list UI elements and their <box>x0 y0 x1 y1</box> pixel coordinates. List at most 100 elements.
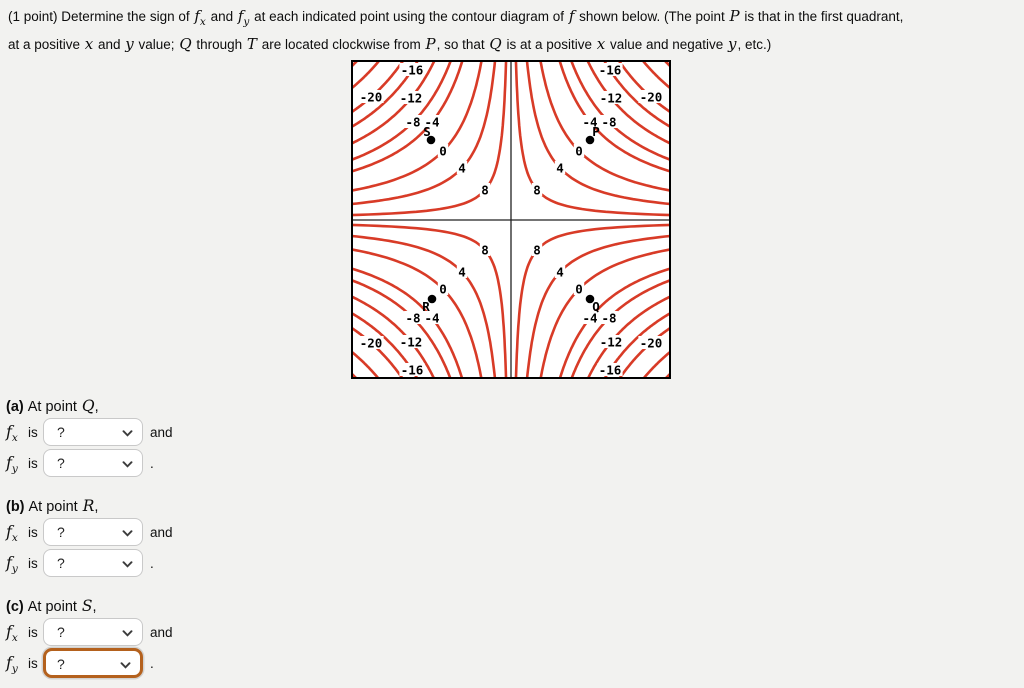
contour-line <box>349 350 382 382</box>
contour-label--8: -8 <box>601 115 616 130</box>
select-value: ? <box>57 656 65 672</box>
point-R-marker <box>427 294 437 304</box>
at-point-text: At point <box>27 399 77 415</box>
contour-line <box>349 58 464 173</box>
fy-select-point-r[interactable]: ? <box>43 549 143 577</box>
is-text: is <box>28 625 38 640</box>
contour-label--12: -12 <box>400 91 423 106</box>
contour-label-8: 8 <box>481 183 489 198</box>
contour-line <box>586 58 673 146</box>
chevron-down-icon <box>120 662 131 669</box>
and-text: and <box>150 525 173 540</box>
fy-select-point-s[interactable]: ? <box>43 648 143 678</box>
contour-line <box>349 267 464 382</box>
contour-label-0: 0 <box>575 282 583 297</box>
point-Q-marker <box>585 294 595 304</box>
contour-label-0: 0 <box>439 144 447 159</box>
point-name: R <box>82 497 95 515</box>
contour-label--12: -12 <box>600 91 623 106</box>
fx-select-point-s[interactable]: ? <box>43 618 143 646</box>
fx-row: fx is ? and <box>6 418 326 446</box>
fx-row: fx is ? and <box>6 518 326 546</box>
plot-border <box>351 60 671 379</box>
contour-line <box>641 58 673 91</box>
contour-label--16: -16 <box>401 63 424 78</box>
select-value: ? <box>57 555 65 571</box>
point-Q-label: Q <box>592 299 600 314</box>
fy-row: fy is ? . <box>6 449 326 477</box>
and-text: and <box>150 625 173 640</box>
fy-label: fy <box>6 553 18 576</box>
select-value: ? <box>57 455 65 471</box>
contour-line <box>558 58 673 173</box>
fx-row: fx is ? and <box>6 618 326 646</box>
contour-label--20: -20 <box>360 336 383 351</box>
fy-row: fy is ? . <box>6 549 326 577</box>
contour-line <box>641 350 673 382</box>
fx-select-point-q[interactable]: ? <box>43 418 143 446</box>
period-text: . <box>150 456 154 471</box>
point-S-marker <box>426 135 436 145</box>
fy-label: fy <box>6 453 18 476</box>
contour-label--20: -20 <box>640 336 663 351</box>
question-part: (a) <box>6 399 24 415</box>
problem-line-2: at a positive x and y value; Q through T… <box>8 35 772 53</box>
contour-label--8: -8 <box>405 115 420 130</box>
contour-label-8: 8 <box>533 243 541 258</box>
contour-label-4: 4 <box>556 265 564 280</box>
is-text: is <box>28 556 38 571</box>
contour-label--4: -4 <box>582 115 597 130</box>
select-value: ? <box>57 624 65 640</box>
fx-label: fx <box>6 422 18 445</box>
chevron-down-icon <box>122 430 133 437</box>
contour-line <box>617 326 673 382</box>
contour-label--4: -4 <box>582 311 597 326</box>
contour-label--20: -20 <box>360 90 383 105</box>
point-P-label: P <box>592 124 600 139</box>
fy-select-point-q[interactable]: ? <box>43 449 143 477</box>
comma: , <box>92 599 97 615</box>
chevron-down-icon <box>122 630 133 637</box>
period-text: . <box>150 556 154 571</box>
contour-label--16: -16 <box>599 363 622 378</box>
is-text: is <box>28 456 38 471</box>
contour-label--12: -12 <box>400 335 423 350</box>
contour-label-4: 4 <box>556 161 564 176</box>
is-text: is <box>28 656 38 671</box>
fx-select-point-r[interactable]: ? <box>43 518 143 546</box>
contour-label--12: -12 <box>600 335 623 350</box>
point-R-label: R <box>422 299 430 314</box>
contour-line <box>349 295 437 382</box>
problem-line-1: (1 point) Determine the sign of fx and f… <box>8 7 904 28</box>
fy-row: fy is ? . <box>6 648 326 678</box>
contour-diagram: 8 4 0 -4 -8 -12 -16 -20 8 4 0 -4 -8 -12 -16 -20 8 4 0 -4 -8-… <box>349 58 673 382</box>
point-name: S <box>81 597 93 615</box>
contour-label-4: 4 <box>458 161 466 176</box>
at-point-text: At point <box>28 499 78 515</box>
contour-label--20: -20 <box>640 90 663 105</box>
contour-line <box>558 267 673 382</box>
is-text: is <box>28 425 38 440</box>
contour-label-0: 0 <box>575 144 583 159</box>
contour-label--8: -8 <box>601 311 616 326</box>
select-value: ? <box>57 424 65 440</box>
chevron-down-icon <box>122 530 133 537</box>
contour-line <box>349 58 437 146</box>
point-name: Q <box>81 397 95 415</box>
question-part: (b) <box>6 499 25 515</box>
comma: , <box>94 499 99 515</box>
point-P-marker <box>585 135 595 145</box>
chevron-down-icon <box>122 561 133 568</box>
question-c: (c) At point S, fx is ? and fy is ? . <box>6 597 326 680</box>
and-text: and <box>150 425 173 440</box>
contour-label--8: -8 <box>405 311 420 326</box>
contour-label-8: 8 <box>533 183 541 198</box>
problem-statement: (1 point) Determine the sign of fx and f… <box>8 5 1022 56</box>
question-b: (b) At point R, fx is ? and fy is ? . <box>6 497 326 580</box>
comma: , <box>94 399 99 415</box>
contour-label--16: -16 <box>599 63 622 78</box>
point-S-label: S <box>423 124 431 139</box>
contour-label-8: 8 <box>481 243 489 258</box>
